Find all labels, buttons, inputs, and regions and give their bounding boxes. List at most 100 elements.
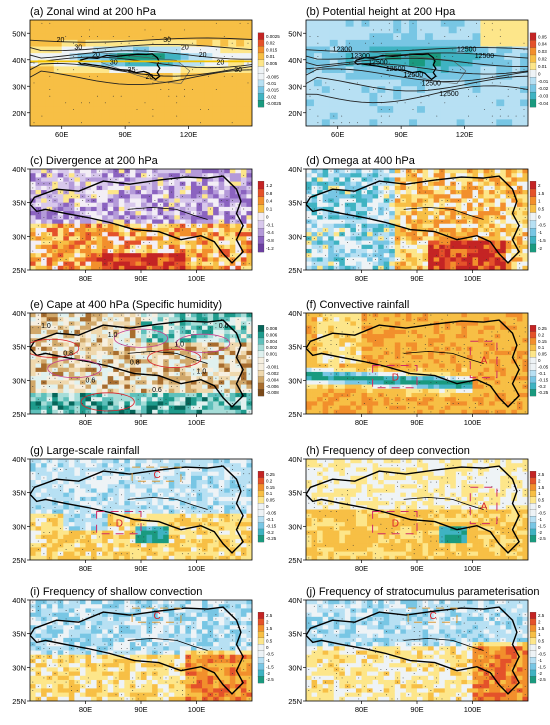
contour-label: 35	[128, 67, 136, 74]
map-field: DA	[306, 459, 528, 560]
colorbar-label: 0.4	[266, 199, 273, 204]
plateau-outline	[306, 175, 520, 264]
colorbar-label: -1.5	[538, 238, 546, 243]
x-tick-label: 80E	[355, 705, 368, 714]
colorbar-label: -0.2	[266, 530, 274, 535]
colorbar: 1.2 0.8 0.4 0.1 0 -0.1 -0.4 -0.8 -1.2	[257, 181, 274, 253]
y-tick-label: 30N	[288, 522, 302, 531]
panel-title: (b) Potential height at 200 Hpa	[306, 6, 456, 18]
colorbar-label: -2	[266, 671, 270, 676]
contour-label: 30	[110, 59, 118, 66]
colorbar-label: 0.25	[538, 326, 547, 331]
colorbar-label: 0.15	[538, 339, 547, 344]
colorbar-label: -0.15	[266, 523, 277, 528]
colorbar-label: 0.05	[538, 352, 547, 357]
colorbar-label: 0.01	[266, 54, 275, 59]
colorbar-label: -0.05	[266, 511, 277, 516]
y-tick-label: 40N	[288, 455, 302, 464]
colorbar-label: -1	[266, 658, 270, 663]
plateau-outline	[306, 319, 520, 408]
colorbar-label: 0.04	[538, 42, 547, 47]
x-tick-label: 100E	[464, 274, 482, 283]
colorbar: 0.250.2 0.150.1 0.050 -0.05-0.1-0.15 -0.2-0.…	[257, 471, 277, 543]
contour-label: 12500	[439, 91, 459, 98]
colorbar-label: -0.25	[266, 536, 277, 541]
colorbar-label: 0	[266, 504, 269, 509]
colorbar-label: -2.5	[538, 677, 546, 682]
contour-label: 12500	[386, 66, 406, 73]
colorbar-label: 0	[266, 358, 269, 363]
contour-label: 12300	[333, 47, 353, 54]
region-box	[469, 340, 498, 379]
colorbar-label: 1.5	[538, 485, 545, 490]
colorbar: 2 1.5 1 0.5 0 -0.5 -1 -1.5 -2	[529, 181, 546, 253]
y-tick-label: 35N	[12, 199, 26, 208]
y-tick-label: 25N	[288, 410, 302, 419]
colorbar-label: 0.2	[266, 478, 273, 483]
y-tick-label: 35N	[12, 343, 26, 352]
colorbar-label: 1	[538, 199, 541, 204]
colorbar-label: -0.15	[538, 377, 549, 382]
y-tick-label: 40N	[288, 56, 302, 65]
contour-label: 12500	[475, 53, 495, 60]
contour-label: 20	[145, 74, 153, 81]
x-tick-label: 90E	[134, 564, 147, 573]
colorbar-label: -0.02	[538, 86, 549, 91]
contour-label: 12500	[457, 47, 477, 54]
plateau-outline	[30, 606, 244, 695]
y-tick-label: 30N	[12, 232, 26, 241]
colorbar-label: 0.002	[266, 345, 278, 350]
region-label: C	[154, 470, 161, 481]
x-tick-label: 60E	[55, 130, 68, 139]
contour-label: 0.8	[130, 360, 140, 367]
colorbar-label: -0.03	[538, 94, 549, 99]
contour-label: 0.8	[63, 350, 73, 357]
contour-label: 0.6	[219, 323, 229, 330]
panel-title: (j) Frequency of stratocumulus parameter…	[306, 586, 540, 598]
colorbar-label: 0.1	[266, 207, 273, 212]
region-label: C	[154, 611, 161, 622]
colorbar-label: -2.5	[266, 677, 274, 682]
colorbar: 2.52 1.51 0.50 -0.5-1-1.5 -2-2.5	[529, 612, 546, 684]
colorbar-label: 2	[266, 619, 269, 624]
colorbar-label: -1	[538, 230, 542, 235]
colorbar-label: 2	[538, 619, 541, 624]
x-tick-label: 80E	[79, 418, 92, 427]
colorbar-label: -1.5	[538, 664, 546, 669]
colorbar-label: 0.02	[266, 41, 275, 46]
x-tick-label: 100E	[188, 274, 206, 283]
y-tick-label: 30N	[288, 663, 302, 672]
colorbar-label: 1	[538, 491, 541, 496]
colorbar-label: -0.1	[266, 222, 274, 227]
colorbar-label: 2.5	[538, 613, 545, 618]
contour-label: 1.0	[108, 332, 118, 339]
colorbar: 0.0080.0060.0040.0020.0010-0.001-0.002-0…	[257, 325, 279, 397]
colorbar-label: -2	[538, 246, 542, 251]
colorbar-label: 0.006	[266, 332, 278, 337]
colorbar-label: -0.008	[266, 390, 279, 395]
colorbar-label: 0.5	[538, 498, 545, 503]
y-tick-label: 40N	[288, 596, 302, 605]
colorbar-label: 0.0025	[266, 34, 280, 39]
colorbar: 2.52 1.51 0.50 -0.5-1-1.5 -2-2.5	[257, 612, 274, 684]
x-tick-label: 80E	[355, 418, 368, 427]
x-tick-label: 80E	[79, 705, 92, 714]
colorbar-label: 2.5	[538, 472, 545, 477]
colorbar-label: 1	[538, 632, 541, 637]
colorbar-label: -2	[538, 530, 542, 535]
colorbar-label: -2.5	[538, 536, 546, 541]
colorbar-label: 1.5	[538, 191, 545, 196]
colorbar-label: -2	[538, 671, 542, 676]
y-tick-label: 40N	[12, 56, 26, 65]
y-tick-label: 30N	[288, 82, 302, 91]
colorbar-label: 1.2	[266, 183, 273, 188]
colorbar-label: 0.5	[538, 639, 545, 644]
panel-a: (a) Zonal wind at 200 hPa203020303520302…	[12, 6, 282, 139]
colorbar-label: 0.05	[266, 498, 275, 503]
colorbar-label: 0.5	[538, 207, 545, 212]
colorbar-label: -0.01	[538, 79, 549, 84]
x-tick-label: 80E	[79, 564, 92, 573]
y-tick-label: 20N	[288, 109, 302, 118]
colorbar-label: 0.2	[538, 332, 545, 337]
